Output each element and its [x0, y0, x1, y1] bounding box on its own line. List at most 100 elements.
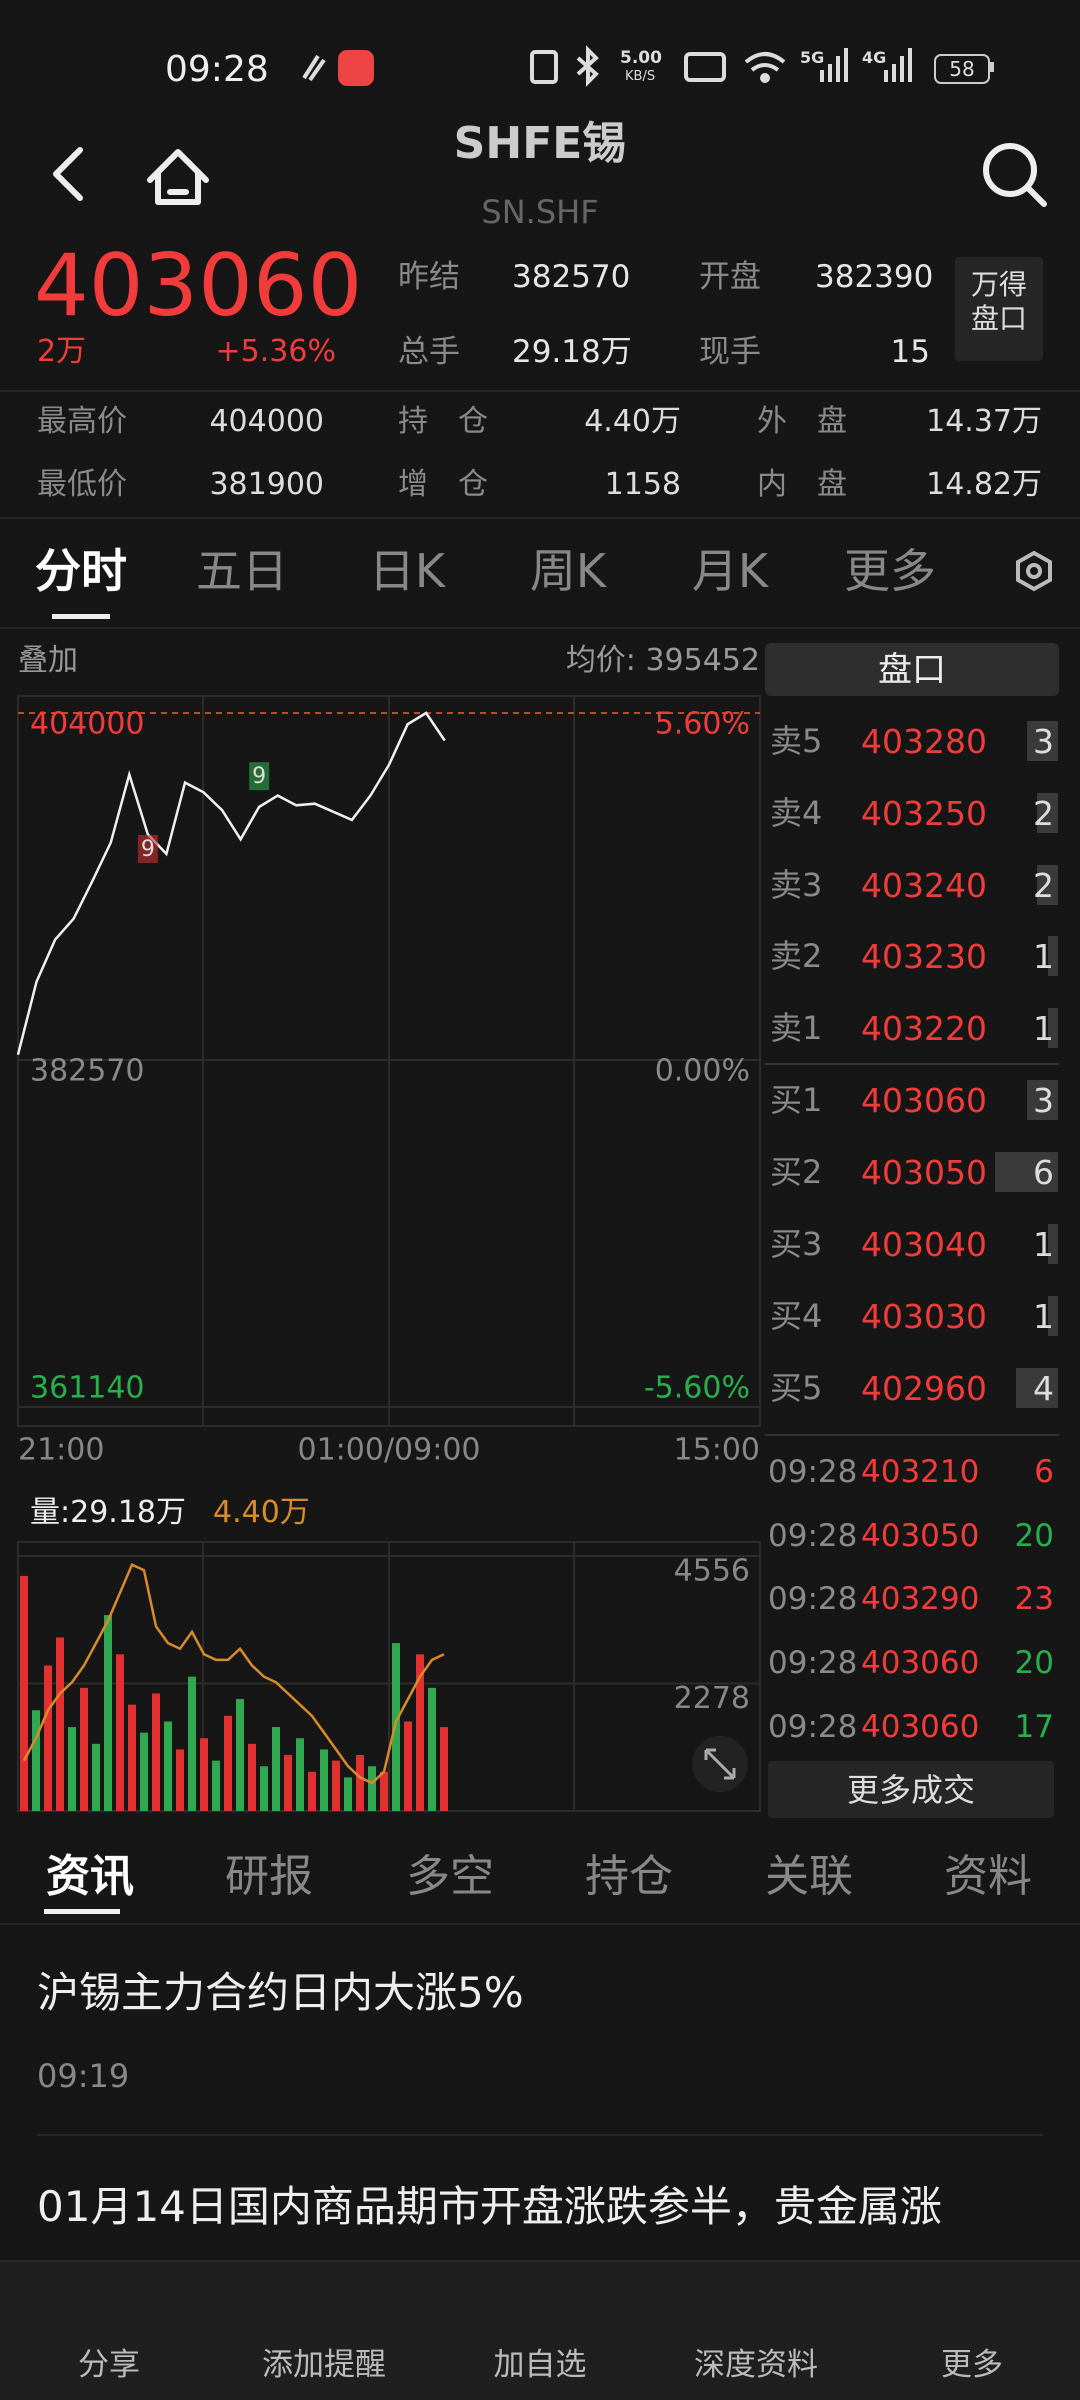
- book-price: 403050: [861, 1153, 987, 1192]
- volume-tick-label: 4556: [674, 1554, 750, 1589]
- stat-value: 4.40万: [584, 404, 681, 439]
- stat-value: 381900: [209, 467, 324, 502]
- y2-tick-label: 5.60%: [655, 707, 750, 742]
- book-qty: 1: [1033, 1297, 1054, 1336]
- news-tab[interactable]: 关联: [765, 1851, 853, 1902]
- volume-bar: [404, 1721, 412, 1811]
- volume-bar: [380, 1771, 388, 1811]
- volume-bar: [332, 1760, 340, 1811]
- field-value: 15: [890, 334, 930, 370]
- news-tab[interactable]: 资料: [944, 1851, 1032, 1902]
- stat-value: 1158: [604, 467, 681, 502]
- more-trades-button[interactable]: 更多成交: [768, 1761, 1054, 1818]
- stat-label: 最低价: [37, 467, 127, 502]
- y2-tick-label: -5.60%: [644, 1371, 750, 1406]
- wind-button[interactable]: 万得 盘口: [955, 257, 1043, 361]
- news-title[interactable]: 01月14日国内商品期市开盘涨跌参半，贵金属涨: [37, 2182, 942, 2231]
- oi-label: 4.40万: [213, 1495, 310, 1530]
- x-tick-label: 21:00: [18, 1433, 104, 1468]
- stat-label: 内 盘: [757, 467, 847, 502]
- news-tab[interactable]: 资讯: [46, 1851, 134, 1902]
- volume-bar: [116, 1654, 124, 1811]
- y2-tick-label: 0.00%: [655, 1054, 750, 1089]
- open-interest-line: [22, 1563, 445, 1785]
- trade-qty: 20: [1014, 1645, 1054, 1682]
- marker-label: 9: [141, 837, 155, 862]
- settings-icon[interactable]: [1016, 550, 1052, 592]
- stat-label: 增 仓: [398, 467, 488, 502]
- book-qty: 1: [1033, 1009, 1054, 1049]
- order-book-tab[interactable]: 盘口: [765, 643, 1059, 696]
- divider: [0, 390, 1080, 392]
- divider: [0, 627, 1080, 629]
- net-speed: 5.00: [620, 48, 662, 68]
- book-label: 卖1: [770, 1009, 823, 1048]
- volume-bar: [236, 1699, 244, 1811]
- status-icons: [302, 45, 994, 87]
- book-qty-bar: [1047, 1224, 1058, 1264]
- news-tab[interactable]: 持仓: [585, 1851, 673, 1902]
- overlay-button[interactable]: 叠加: [18, 643, 78, 678]
- volume-bar: [44, 1665, 52, 1811]
- news-tab[interactable]: 研报: [225, 1851, 313, 1902]
- book-qty: 4: [1033, 1369, 1054, 1408]
- chart-tab[interactable]: 周K: [529, 544, 607, 598]
- chart-tab[interactable]: 分时: [35, 544, 127, 598]
- trade-time: 09:28: [768, 1708, 858, 1745]
- divider: [37, 2134, 1043, 2136]
- book-price: 403030: [861, 1297, 987, 1336]
- volume-bar: [344, 1777, 352, 1811]
- marker-label: 9: [252, 764, 266, 789]
- volume-bar: [296, 1738, 304, 1811]
- nav-label[interactable]: 更多: [941, 2347, 1003, 2383]
- volume-bar: [32, 1710, 40, 1811]
- book-qty-bar: [1016, 1368, 1058, 1408]
- volume-bar: [104, 1615, 112, 1811]
- field-value: 29.18万: [512, 334, 632, 370]
- x-tick-label: 15:00: [674, 1433, 760, 1468]
- news-title[interactable]: 沪锡主力合约日内大涨5%: [37, 1968, 524, 2017]
- volume-bar: [356, 1755, 364, 1811]
- volume-bar: [20, 1575, 28, 1811]
- news-tab[interactable]: 多空: [406, 1851, 494, 1902]
- marker-box: [137, 835, 158, 864]
- book-qty-bar: [1047, 1296, 1058, 1336]
- nav-label[interactable]: 添加提醒: [262, 2347, 386, 2383]
- nav-label[interactable]: 分享: [78, 2347, 140, 2383]
- volume-bar: [368, 1766, 376, 1811]
- chart-tab[interactable]: 更多: [844, 544, 936, 598]
- avg-label: 均价:: [565, 643, 636, 678]
- trade-time: 09:28: [768, 1454, 858, 1490]
- stat-label: 外 盘: [757, 404, 847, 439]
- tab-underline: [44, 1909, 120, 1914]
- volume-bar: [56, 1637, 64, 1811]
- book-label: 卖5: [770, 722, 823, 760]
- expand-icon[interactable]: [692, 1736, 748, 1792]
- nav-label[interactable]: 加自选: [493, 2347, 587, 2383]
- header-icons[interactable]: [53, 143, 1047, 207]
- book-qty-bar: [1037, 864, 1058, 905]
- book-label: 卖4: [770, 793, 823, 832]
- trade-qty: 23: [1014, 1581, 1054, 1618]
- book-qty-bar: [1037, 792, 1058, 833]
- book-label: 买4: [770, 1297, 823, 1335]
- book-qty-bar: [995, 1152, 1058, 1192]
- nav-label[interactable]: 深度资料: [694, 2347, 818, 2383]
- chart-tab[interactable]: 五日: [196, 544, 288, 598]
- more-trades-text: 更多成交: [846, 1771, 976, 1809]
- volume-bar: [248, 1743, 256, 1811]
- subtitle: SN.SHF: [481, 193, 599, 231]
- trade-price: 403290: [861, 1581, 980, 1618]
- book-qty: 1: [1033, 937, 1054, 977]
- stat-label: 最高价: [37, 404, 127, 439]
- chart-tab[interactable]: 日K: [368, 544, 446, 598]
- book-price: 403220: [861, 1009, 987, 1049]
- volume-tick-label: 2278: [674, 1681, 750, 1716]
- volume-bar: [152, 1693, 160, 1811]
- book-qty: 3: [1033, 1081, 1054, 1120]
- book-qty-bar: [1047, 1008, 1058, 1049]
- stat-value: 14.37万: [926, 404, 1042, 439]
- chart-tab[interactable]: 月K: [691, 544, 769, 598]
